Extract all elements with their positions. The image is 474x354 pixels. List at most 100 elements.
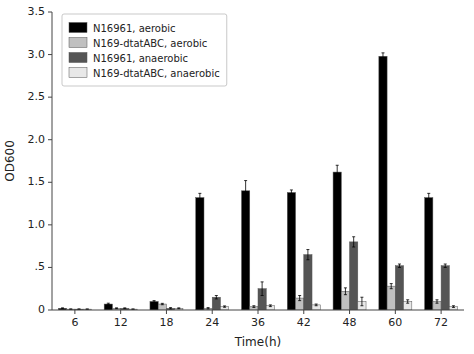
- error-bar: [207, 308, 210, 309]
- error-line: [428, 193, 429, 202]
- error-cap: [427, 193, 430, 194]
- error-cap: [360, 305, 363, 306]
- error-cap: [177, 307, 180, 308]
- error-cap: [123, 307, 126, 308]
- error-cap: [427, 201, 430, 202]
- bar: [333, 172, 341, 310]
- error-line: [170, 308, 171, 309]
- error-cap: [198, 201, 201, 202]
- y-tick: [48, 97, 52, 98]
- error-cap: [390, 288, 393, 289]
- error-cap: [198, 193, 201, 194]
- error-line: [291, 190, 292, 195]
- y-tick: [48, 12, 52, 13]
- legend-swatch: [69, 68, 87, 78]
- error-bar: [215, 296, 218, 299]
- x-tick-label: 12: [114, 316, 128, 329]
- y-tick-label: 2.0: [28, 133, 46, 146]
- error-bar: [336, 165, 339, 179]
- bar: [220, 307, 228, 310]
- error-cap: [244, 201, 247, 202]
- x-tick-label: 48: [343, 316, 357, 329]
- error-cap: [298, 295, 301, 296]
- error-bar: [427, 193, 430, 202]
- bar: [266, 306, 274, 310]
- error-cap: [290, 189, 293, 190]
- error-line: [299, 296, 300, 301]
- x-tick-label: 24: [205, 316, 219, 329]
- error-bar: [177, 307, 180, 309]
- x-tick: [303, 310, 304, 314]
- legend-label: N169-dtatABC, aerobic: [93, 38, 207, 49]
- error-cap: [261, 281, 264, 282]
- error-line: [361, 297, 362, 306]
- error-line: [445, 264, 446, 267]
- error-cap: [215, 298, 218, 299]
- error-line: [353, 237, 354, 247]
- error-cap: [223, 305, 226, 306]
- bar: [350, 242, 358, 310]
- error-cap: [169, 308, 172, 309]
- error-line: [382, 53, 383, 60]
- error-cap: [115, 307, 118, 308]
- y-tick: [48, 267, 52, 268]
- error-cap: [452, 307, 455, 308]
- x-tick-label: 36: [251, 316, 265, 329]
- error-bar: [223, 306, 226, 307]
- error-cap: [177, 308, 180, 309]
- error-cap: [107, 303, 110, 304]
- error-cap: [215, 295, 218, 296]
- error-bar: [244, 181, 247, 201]
- y-tick-label: 1.0: [28, 218, 46, 231]
- error-cap: [153, 302, 156, 303]
- error-line: [407, 300, 408, 303]
- y-tick-label: 2.5: [28, 90, 46, 103]
- error-line: [436, 300, 437, 303]
- error-bar: [298, 296, 301, 301]
- legend-swatch: [69, 23, 87, 33]
- error-bar: [115, 307, 118, 309]
- error-line: [253, 306, 254, 308]
- error-cap: [69, 308, 72, 309]
- error-cap: [381, 59, 384, 60]
- bar: [425, 198, 433, 310]
- x-tick: [349, 310, 350, 314]
- error-line: [270, 305, 271, 307]
- error-bar: [61, 307, 64, 309]
- error-line: [199, 193, 200, 202]
- y-tick-label: 3.5: [28, 5, 46, 18]
- x-tick: [212, 310, 213, 314]
- error-cap: [381, 52, 384, 53]
- error-line: [108, 303, 109, 305]
- error-cap: [123, 308, 126, 309]
- legend-label: N16961, anaerobic: [93, 53, 188, 64]
- error-cap: [107, 304, 110, 305]
- error-cap: [252, 305, 255, 306]
- error-bar: [306, 250, 309, 260]
- error-cap: [344, 287, 347, 288]
- error-bar: [315, 304, 318, 306]
- error-bar: [381, 53, 384, 60]
- error-cap: [352, 246, 355, 247]
- error-cap: [207, 307, 210, 308]
- y-tick-label: 1.5: [28, 175, 46, 188]
- error-cap: [207, 308, 210, 309]
- error-cap: [444, 267, 447, 268]
- error-bar: [406, 300, 409, 303]
- error-cap: [298, 300, 301, 301]
- error-cap: [435, 299, 438, 300]
- y-tick-label: 0: [38, 303, 45, 316]
- error-cap: [153, 300, 156, 301]
- error-bar: [123, 307, 126, 309]
- error-cap: [169, 307, 172, 308]
- error-bar: [198, 193, 201, 202]
- y-axis: 0.51.01.52.02.53.03.5: [28, 5, 53, 316]
- error-cap: [161, 303, 164, 304]
- error-line: [162, 303, 163, 304]
- legend-swatch: [69, 53, 87, 63]
- legend-label: N16961, aerobic: [93, 23, 176, 34]
- error-bar: [360, 297, 363, 306]
- error-bar: [398, 264, 401, 267]
- error-cap: [306, 259, 309, 260]
- error-cap: [252, 307, 255, 308]
